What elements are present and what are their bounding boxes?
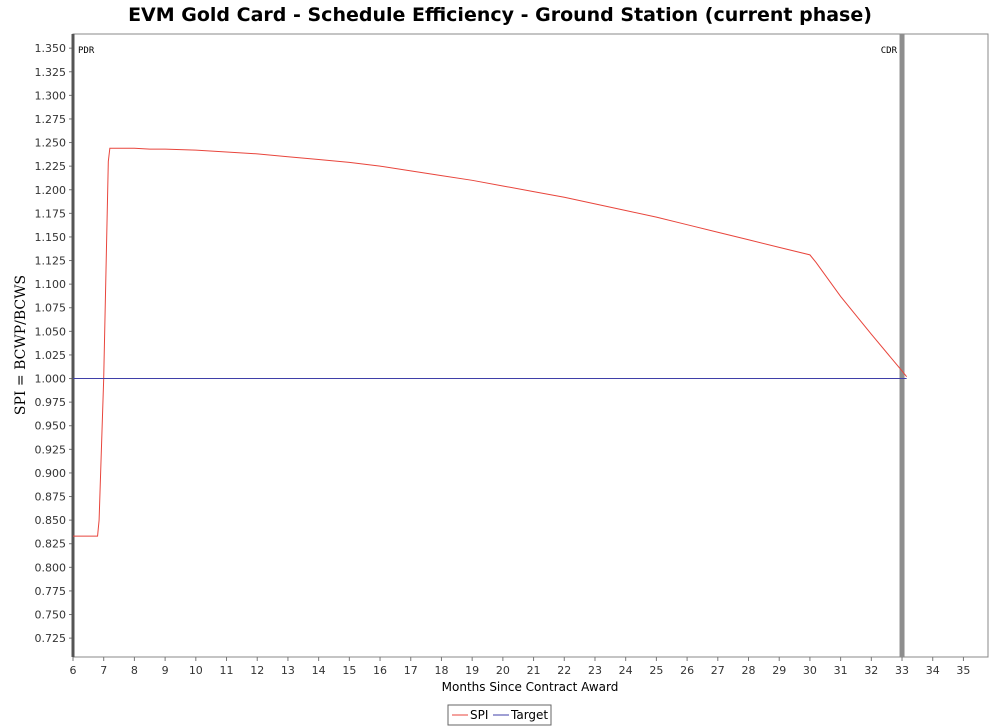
- y-tick-label: 0.825: [35, 538, 67, 551]
- legend-label-target: Target: [510, 708, 548, 722]
- x-tick-label: 22: [557, 664, 571, 677]
- series-line-spi: [73, 147, 908, 537]
- y-tick-label: 1.100: [35, 278, 67, 291]
- x-tick-label: 15: [342, 664, 356, 677]
- x-tick-label: 33: [895, 664, 909, 677]
- x-tick-label: 18: [434, 664, 448, 677]
- y-tick-label: 1.025: [35, 349, 67, 362]
- legend-label-spi: SPI: [470, 708, 488, 722]
- series-lines: [73, 147, 908, 537]
- y-tick-label: 0.975: [35, 396, 67, 409]
- x-tick-label: 8: [131, 664, 138, 677]
- x-tick-label: 21: [527, 664, 541, 677]
- x-tick-label: 11: [220, 664, 234, 677]
- x-tick-label: 24: [619, 664, 633, 677]
- y-tick-label: 0.950: [35, 420, 67, 433]
- y-tick-label: 1.175: [35, 207, 67, 220]
- x-tick-label: 20: [496, 664, 510, 677]
- y-tick-label: 0.750: [35, 609, 67, 622]
- y-tick-label: 1.125: [35, 255, 67, 268]
- y-tick-label: 0.775: [35, 585, 67, 598]
- y-tick-label: 1.075: [35, 302, 67, 315]
- x-tick-label: 19: [465, 664, 479, 677]
- x-tick-label: 34: [926, 664, 940, 677]
- legend: SPI Target: [447, 704, 552, 726]
- y-tick-label: 1.300: [35, 89, 67, 102]
- chart-title: EVM Gold Card - Schedule Efficiency - Gr…: [128, 4, 872, 26]
- y-tick-label: 0.925: [35, 443, 67, 456]
- x-axis: 6 7 8 9 10 11 12 13 14 15 16 17 18 19 20 21 22 23 24 25 26 27…: [70, 657, 970, 677]
- x-tick-label: 12: [250, 664, 264, 677]
- x-tick-label: 17: [404, 664, 418, 677]
- y-tick-label: 1.350: [35, 42, 67, 55]
- y-tick-label: 0.875: [35, 491, 67, 504]
- x-tick-label: 6: [70, 664, 77, 677]
- x-tick-label: 29: [772, 664, 786, 677]
- y-tick-label: 0.900: [35, 467, 67, 480]
- y-tick-label: 1.250: [35, 137, 67, 150]
- x-tick-label: 23: [588, 664, 602, 677]
- x-tick-label: 28: [742, 664, 756, 677]
- x-tick-label: 9: [162, 664, 169, 677]
- x-tick-label: 16: [373, 664, 387, 677]
- x-tick-label: 31: [834, 664, 848, 677]
- marker-label-cdr: CDR: [881, 46, 898, 56]
- y-tick-label: 0.850: [35, 514, 67, 527]
- y-tick-label: 1.150: [35, 231, 67, 244]
- x-tick-label: 32: [864, 664, 878, 677]
- y-tick-label: 0.725: [35, 632, 67, 645]
- y-tick-label: 0.800: [35, 561, 67, 574]
- x-tick-label: 13: [281, 664, 295, 677]
- y-axis-label: SPI = BCWP/BCWS: [13, 275, 29, 415]
- x-tick-label: 10: [189, 664, 203, 677]
- x-tick-label: 35: [956, 664, 970, 677]
- y-tick-label: 1.050: [35, 325, 67, 338]
- y-tick-label: 1.275: [35, 113, 67, 126]
- y-tick-label: 1.000: [35, 373, 67, 386]
- x-tick-label: 7: [100, 664, 107, 677]
- y-tick-label: 1.325: [35, 66, 67, 79]
- phase-markers: PDR CDR: [71, 34, 905, 657]
- x-tick-label: 26: [680, 664, 694, 677]
- y-axis: 0.725 0.750 0.775 0.800 0.825 0.850 0.875 0.900…: [35, 42, 73, 645]
- x-axis-label: Months Since Contract Award: [442, 680, 619, 694]
- x-tick-label: 30: [803, 664, 817, 677]
- y-tick-label: 1.225: [35, 160, 67, 173]
- plot-area: [72, 33, 989, 658]
- x-tick-label: 14: [312, 664, 326, 677]
- x-tick-label: 27: [711, 664, 725, 677]
- x-tick-label: 25: [649, 664, 663, 677]
- y-tick-label: 1.200: [35, 184, 67, 197]
- marker-label-pdr: PDR: [78, 46, 95, 56]
